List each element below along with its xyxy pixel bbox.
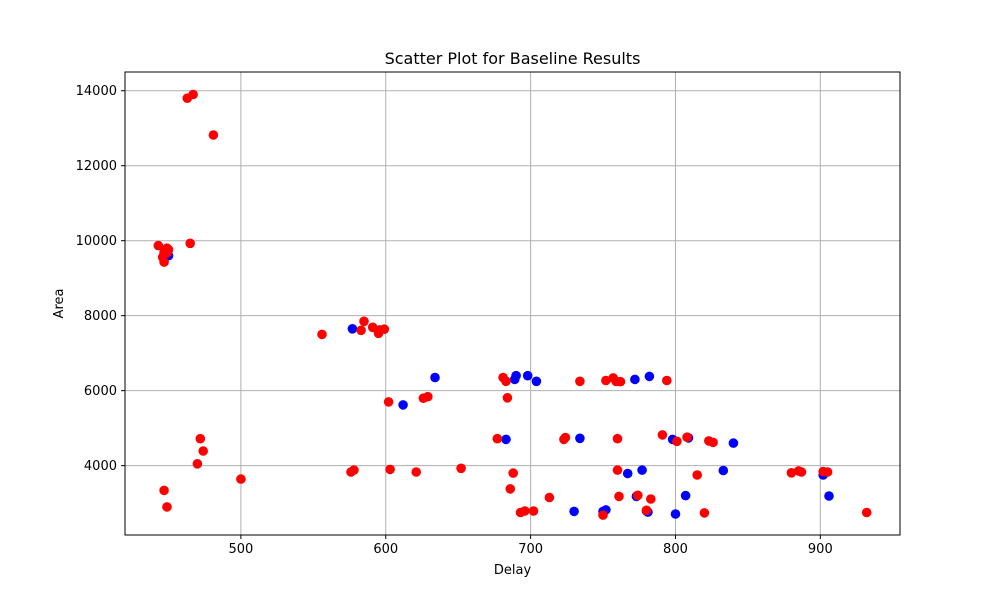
scatter-point-series-1: [522, 370, 533, 381]
scatter-point-series-2: [162, 502, 172, 512]
scatter-point-series-1: [575, 433, 585, 444]
scatter-point-series-1: [824, 491, 834, 501]
scatter-point-series-2: [641, 505, 652, 516]
scatter-point-series-2: [385, 464, 395, 475]
scatter-point-series-1: [347, 324, 358, 334]
scatter-point-series-2: [598, 510, 608, 520]
scatter-point-series-2: [188, 89, 198, 100]
scatter-point-series-2: [575, 376, 585, 387]
scatter-point-series-2: [699, 508, 710, 518]
x-tick-label: 700: [518, 542, 543, 557]
data-points: [153, 89, 872, 520]
scatter-point-series-2: [236, 474, 246, 484]
scatter-point-series-2: [159, 485, 169, 496]
scatter-point-series-2: [544, 492, 555, 503]
scatter-point-series-2: [163, 244, 174, 255]
y-tick-label: 4000: [84, 459, 117, 474]
scatter-point-series-2: [657, 430, 668, 440]
scatter-point-series-2: [646, 494, 656, 504]
x-tick-label: 900: [808, 542, 833, 557]
scatter-point-series-1: [637, 465, 647, 475]
scatter-point-series-2: [505, 484, 516, 494]
scatter-point-series-2: [614, 491, 624, 502]
scatter-point-series-2: [601, 375, 611, 386]
scatter-point-series-2: [185, 238, 195, 249]
scatter-point-series-2: [796, 467, 807, 477]
scatter-point-series-1: [531, 376, 542, 387]
y-tick-label: 6000: [84, 384, 117, 399]
x-tick-label: 600: [373, 542, 398, 557]
y-axis-label: Area: [52, 289, 67, 319]
scatter-point-series-2: [708, 437, 718, 448]
scatter-point-series-1: [670, 509, 681, 519]
grid-lines: [125, 72, 900, 535]
scatter-point-series-1: [622, 468, 633, 479]
scatter-point-series-1: [569, 506, 579, 517]
scatter-point-series-2: [615, 376, 626, 387]
scatter-point-series-2: [208, 130, 219, 140]
scatter-point-series-2: [379, 324, 390, 335]
scatter-point-series-1: [501, 434, 511, 445]
scatter-point-series-1: [430, 372, 440, 383]
y-tick-label: 12000: [76, 159, 117, 174]
scatter-point-series-2: [317, 329, 327, 340]
axis-ticks: 500 600 700 800 900 4000 6000 8000 10000 12000 140…: [76, 84, 833, 557]
scatter-point-series-2: [612, 465, 623, 475]
scatter-point-series-2: [367, 322, 378, 333]
scatter-point-series-2: [356, 325, 366, 336]
scatter-point-series-2: [508, 468, 518, 478]
scatter-point-series-2: [492, 433, 503, 444]
scatter-point-series-2: [349, 465, 359, 475]
scatter-point-series-2: [383, 397, 394, 407]
scatter-point-series-2: [359, 316, 369, 327]
scatter-point-series-2: [682, 432, 692, 443]
scatter-point-series-2: [692, 470, 702, 480]
x-tick-label: 800: [663, 542, 688, 557]
scatter-point-series-2: [662, 375, 672, 386]
scatter-point-series-2: [192, 459, 203, 469]
scatter-point-series-1: [644, 371, 655, 382]
scatter-point-series-1: [630, 374, 640, 385]
scatter-point-series-2: [153, 240, 164, 251]
scatter-point-series-2: [861, 507, 872, 518]
scatter-point-series-2: [672, 436, 682, 447]
y-tick-label: 8000: [84, 309, 117, 324]
scatter-point-series-1: [680, 490, 691, 501]
scatter-point-series-2: [195, 433, 206, 444]
scatter-point-series-1: [718, 465, 729, 476]
scatter-point-series-1: [398, 400, 408, 410]
y-tick-label: 14000: [76, 84, 117, 99]
scatter-point-series-2: [423, 391, 433, 402]
scatter-point-series-2: [198, 446, 208, 456]
scatter-point-series-1: [511, 370, 521, 381]
x-tick-label: 500: [228, 542, 253, 557]
x-axis-label: Delay: [494, 563, 532, 578]
scatter-point-series-2: [159, 257, 169, 267]
scatter-point-series-2: [456, 463, 466, 474]
scatter-point-series-2: [612, 433, 623, 444]
scatter-point-series-1: [728, 438, 739, 448]
scatter-point-series-2: [411, 467, 422, 477]
scatter-point-series-2: [528, 506, 539, 516]
scatter-point-series-2: [501, 376, 511, 387]
y-tick-label: 10000: [76, 234, 117, 249]
scatter-point-series-2: [502, 393, 513, 403]
scatter-point-series-2: [633, 490, 643, 501]
plot-frame: [124, 71, 901, 536]
scatter-point-series-2: [520, 506, 530, 516]
scatter-point-series-2: [786, 468, 797, 478]
chart-title: Scatter Plot for Baseline Results: [385, 49, 641, 68]
scatter-point-series-2: [560, 432, 571, 443]
scatter-point-series-2: [822, 467, 833, 477]
